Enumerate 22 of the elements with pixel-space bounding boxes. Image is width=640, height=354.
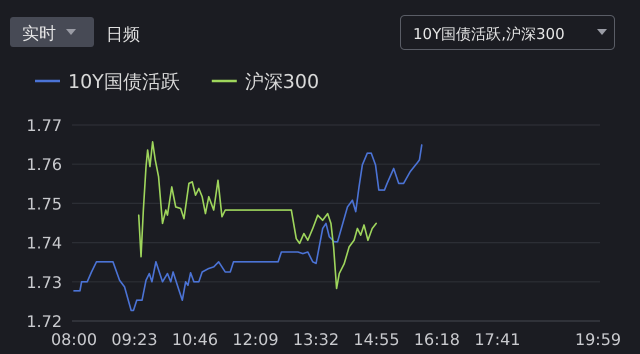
legend-label: 沪深300 [244, 71, 320, 93]
y-tick-label: 1.73 [26, 272, 62, 292]
x-tick-label: 12:09 [232, 330, 279, 349]
line-series [138, 141, 377, 290]
x-tick-label: 16:18 [414, 330, 460, 349]
y-tick-label: 1.72 [26, 312, 62, 331]
x-tick-label: 17:41 [474, 330, 520, 349]
x-tick-label: 10:46 [172, 330, 218, 349]
y-tick-label: 1.75 [26, 194, 62, 214]
x-tick-label: 13:32 [292, 330, 340, 349]
text: 实时 [22, 24, 56, 44]
line-series [73, 144, 423, 312]
x-tick-label: 08:00 [50, 330, 98, 349]
y-tick-label: 1.76 [26, 155, 62, 174]
y-tick-label: 1.74 [26, 234, 62, 253]
x-tick-label: 14:55 [353, 330, 400, 349]
y-tick-label: 1.77 [26, 116, 62, 135]
text: 日频 [106, 25, 140, 45]
x-tick-label: 09:23 [111, 330, 158, 349]
legend-label: 10Y国债活跃 [68, 71, 180, 93]
text: 10Y国债活跃,沪深300 [413, 25, 565, 43]
x-tick-label: 19:59 [574, 330, 622, 349]
